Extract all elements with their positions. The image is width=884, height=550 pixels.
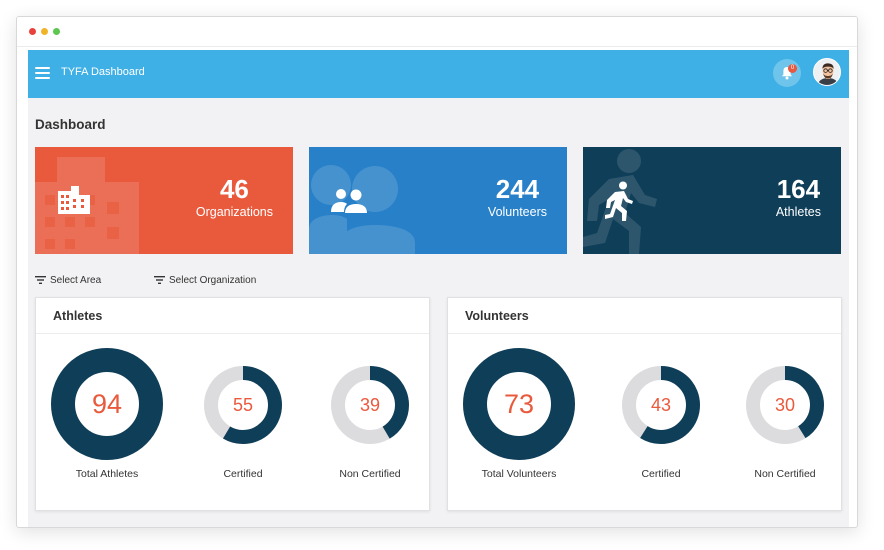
volunteers-non-certified-donut: 30 Non Certified [746, 366, 824, 480]
volunteers-stat-card[interactable]: 244 Volunteers [309, 147, 567, 254]
building-icon [58, 186, 90, 214]
donut-arc [51, 348, 163, 460]
volunteers-stat: 244 Volunteers [488, 174, 547, 220]
donut-arc [331, 366, 409, 444]
athletes-certified-donut: 55 Certified [204, 366, 282, 480]
volunteers-panel: Volunteers 73 Total Volunteers 43 Certif… [447, 297, 842, 511]
building-watermark-icon [35, 157, 139, 254]
donut-arc [463, 348, 575, 460]
organizations-label: Organizations [195, 205, 273, 219]
total-athletes-value: 94 [91, 389, 123, 419]
donut-ring [463, 348, 575, 460]
athletes-certified-label: Certified [223, 468, 263, 480]
donut-arc [622, 366, 700, 444]
athletes-panel-header: Athletes [36, 298, 429, 334]
filter-icon [154, 276, 165, 285]
donut-ring [746, 366, 824, 444]
volunteers-panel-title: Volunteers [465, 309, 529, 323]
select-organization-filter[interactable]: Select Organization [154, 275, 256, 286]
running-watermark-icon [583, 149, 657, 254]
notification-badge: 0 [788, 64, 797, 73]
athletes-non-certified-label: Non Certified [339, 468, 401, 480]
volunteers-certified-donut: 43 Certified [622, 366, 700, 480]
total-volunteers-donut: 73 Total Volunteers [463, 348, 575, 480]
select-area-label: Select Area [50, 275, 102, 286]
top-app-bar: TYFA Dashboard 0 [28, 50, 849, 98]
athletes-count: 164 [776, 174, 821, 204]
donut-arc [746, 366, 824, 444]
athletes-stat: 164 Athletes [776, 174, 821, 220]
donut-ring [622, 366, 700, 444]
athletes-panel-title: Athletes [53, 309, 103, 323]
total-volunteers-value: 73 [503, 389, 535, 419]
volunteers-non-certified-label: Non Certified [754, 468, 816, 480]
donut-arc [204, 366, 282, 444]
athletes-label: Athletes [775, 205, 821, 219]
select-organization-label: Select Organization [169, 275, 257, 286]
user-face-icon [814, 59, 840, 85]
organizations-stat: 46 Organizations [196, 174, 273, 220]
volunteers-label: Volunteers [487, 205, 547, 219]
app-title: TYFA Dashboard [61, 66, 145, 78]
select-area-filter[interactable]: Select Area [35, 275, 101, 286]
dashboard-app: TYFA Dashboard 0 [28, 50, 849, 527]
window-titlebar [17, 17, 857, 47]
browser-window: TYFA Dashboard 0 [16, 16, 858, 528]
donut-ring [331, 366, 409, 444]
hamburger-menu-icon[interactable] [35, 67, 50, 79]
total-volunteers-label: Total Volunteers [481, 468, 557, 480]
maximize-window-dot[interactable] [53, 28, 60, 35]
athletes-non-certified-donut: 39 Non Certified [331, 366, 409, 480]
volunteers-certified-label: Certified [641, 468, 681, 480]
athletes-certified-value: 55 [232, 395, 254, 415]
people-watermark-icon [309, 165, 415, 254]
filter-icon [35, 276, 46, 285]
volunteers-non-certified-value: 30 [774, 395, 796, 415]
donut-ring [51, 348, 163, 460]
close-window-dot[interactable] [29, 28, 36, 35]
organizations-stat-card[interactable]: 46 Organizations [35, 147, 293, 254]
notifications-button[interactable]: 0 [773, 59, 801, 87]
organizations-count: 46 [219, 174, 249, 204]
minimize-window-dot[interactable] [41, 28, 48, 35]
volunteers-count: 244 [495, 174, 540, 204]
volunteers-certified-value: 43 [650, 395, 672, 415]
total-athletes-label: Total Athletes [75, 468, 139, 480]
athletes-non-certified-value: 39 [359, 395, 381, 415]
people-icon [331, 189, 367, 213]
user-avatar[interactable] [813, 58, 841, 86]
athletes-panel: Athletes 94 Total Athletes 55 Certified … [35, 297, 430, 511]
page-title: Dashboard [35, 117, 106, 132]
volunteers-panel-header: Volunteers [448, 298, 841, 334]
running-icon [605, 181, 633, 221]
athletes-stat-card[interactable]: 164 Athletes [583, 147, 841, 254]
total-athletes-donut: 94 Total Athletes [51, 348, 163, 480]
donut-ring [204, 366, 282, 444]
